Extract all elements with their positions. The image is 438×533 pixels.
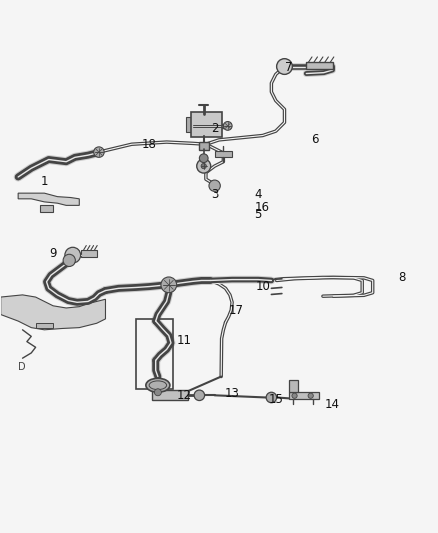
Circle shape [292,393,297,398]
Text: D: D [18,362,26,373]
Circle shape [94,147,104,157]
Polygon shape [1,295,106,330]
Circle shape [199,154,208,163]
Text: 18: 18 [142,138,156,151]
FancyBboxPatch shape [152,391,188,400]
FancyBboxPatch shape [191,112,223,137]
Text: 2: 2 [211,123,219,135]
Text: 12: 12 [177,389,191,402]
Text: 8: 8 [399,271,406,284]
Polygon shape [306,62,332,69]
Circle shape [161,277,177,293]
Polygon shape [289,380,297,392]
Polygon shape [289,392,319,399]
Polygon shape [18,193,79,205]
Polygon shape [40,205,53,212]
Circle shape [223,122,232,130]
Polygon shape [81,250,97,257]
Text: 4: 4 [254,188,262,201]
FancyBboxPatch shape [199,142,208,150]
Text: 17: 17 [229,304,244,317]
Circle shape [266,392,277,403]
Circle shape [209,180,220,191]
Circle shape [201,164,206,169]
Ellipse shape [146,378,170,392]
Text: 9: 9 [49,247,57,260]
Text: 15: 15 [268,393,283,406]
Polygon shape [186,117,193,132]
Text: 13: 13 [225,386,240,400]
Text: 5: 5 [254,208,262,221]
Circle shape [197,159,211,173]
Circle shape [308,393,313,398]
Circle shape [194,390,205,400]
Text: 3: 3 [211,188,218,201]
Text: 10: 10 [255,280,270,293]
Text: 11: 11 [177,334,191,347]
Circle shape [65,247,81,263]
Polygon shape [35,323,53,328]
Circle shape [63,254,75,266]
Text: 7: 7 [285,61,293,74]
Circle shape [154,389,161,395]
Circle shape [277,59,292,75]
Text: 14: 14 [325,398,340,410]
Text: 1: 1 [41,175,48,188]
Text: 6: 6 [311,133,319,147]
Text: 16: 16 [255,201,270,214]
Polygon shape [215,151,232,157]
